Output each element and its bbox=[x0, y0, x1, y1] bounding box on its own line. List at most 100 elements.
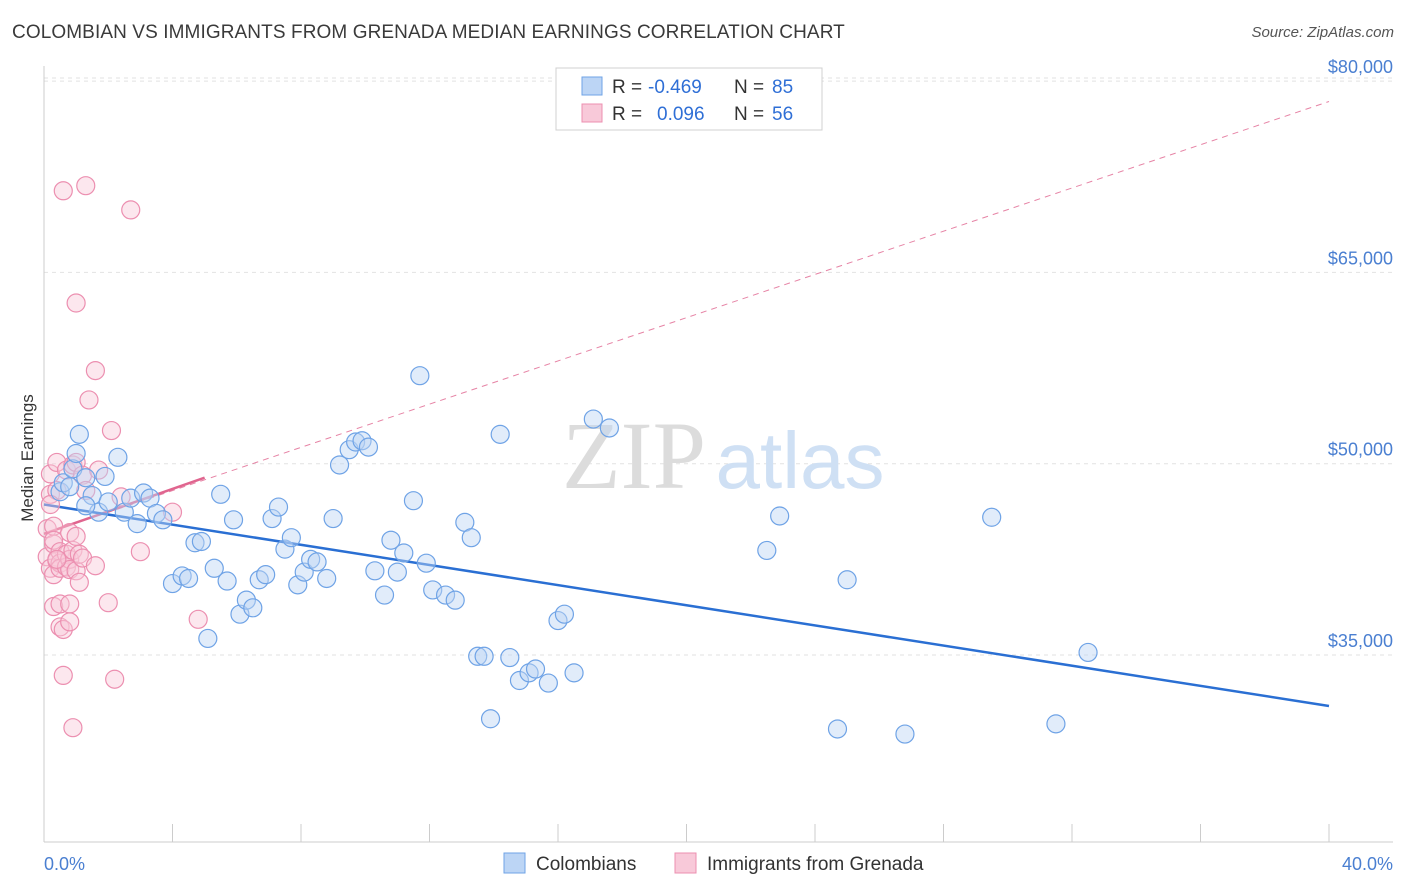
legend-r-label-2: R = bbox=[612, 104, 642, 125]
grenada-point bbox=[53, 619, 73, 640]
tick-labels: $35,000 $50,000 $65,000 $80,000 0.0% 40.0% bbox=[44, 57, 1393, 874]
colombian-point bbox=[387, 562, 407, 582]
grenada-point bbox=[47, 549, 67, 569]
colombian-point bbox=[895, 724, 915, 744]
legend-n-label-2: N = bbox=[734, 104, 764, 125]
watermark-atlas: atlas bbox=[716, 416, 885, 505]
colombian-point bbox=[365, 561, 385, 581]
colombian-point bbox=[76, 468, 96, 488]
colombian-point bbox=[127, 514, 147, 534]
colombian-point bbox=[223, 510, 244, 530]
grenada-point bbox=[47, 480, 67, 501]
colombian-point bbox=[358, 437, 379, 457]
colombian-point bbox=[509, 670, 530, 691]
colombian-point bbox=[416, 553, 436, 573]
colombian-point bbox=[76, 496, 96, 516]
y-axis-label: Median Earnings bbox=[18, 394, 37, 522]
legend-n-label-1: N = bbox=[734, 77, 764, 98]
colombian-point bbox=[381, 530, 401, 550]
colombian-point bbox=[108, 447, 128, 467]
bottom-legend-colombians: Colombians bbox=[536, 854, 636, 875]
colombian-point bbox=[114, 502, 134, 522]
legend-n-value-2: 56 bbox=[772, 104, 793, 125]
colombian-point bbox=[525, 659, 546, 679]
grenada-point bbox=[111, 487, 131, 507]
grenada-point bbox=[121, 200, 141, 220]
colombian-point bbox=[827, 719, 848, 739]
colombian-point bbox=[423, 580, 443, 600]
colombian-trend-line bbox=[43, 503, 1330, 708]
colombian-point bbox=[153, 510, 173, 530]
grenada-point bbox=[60, 612, 80, 632]
grenada-point bbox=[130, 542, 150, 562]
watermark-zip: ZIP bbox=[562, 402, 706, 509]
colombian-point bbox=[445, 590, 465, 610]
colombian-point bbox=[236, 590, 256, 610]
series-legend: Colombians Immigrants from Grenada bbox=[503, 852, 924, 875]
x-tick-label-start: 0.0% bbox=[44, 854, 85, 874]
correlation-legend: R = -0.469 N = 85 R = 0.096 N = 56 bbox=[555, 67, 823, 131]
legend-r-label-1: R = bbox=[612, 77, 642, 98]
legend-r-value-1: -0.469 bbox=[648, 77, 702, 98]
grenada-point bbox=[79, 390, 99, 410]
colombian-point bbox=[490, 424, 510, 444]
chart-source: Source: ZipAtlas.com bbox=[1251, 24, 1394, 41]
grenada-point bbox=[85, 361, 106, 381]
colombian-point bbox=[191, 531, 212, 552]
grenada-point bbox=[69, 572, 89, 592]
colombian-point bbox=[329, 455, 350, 475]
watermark: ZIP atlas bbox=[562, 402, 884, 509]
colombian-point bbox=[374, 585, 395, 605]
grenada-point bbox=[50, 594, 70, 614]
colombian-point bbox=[275, 539, 295, 559]
colombian-point bbox=[538, 673, 558, 693]
colombian-point bbox=[435, 585, 456, 605]
colombian-point bbox=[243, 598, 263, 618]
colombian-point bbox=[461, 528, 481, 548]
colombian-point bbox=[198, 628, 218, 649]
colombian-point bbox=[1046, 714, 1066, 734]
colombian-point bbox=[256, 565, 276, 585]
colombian-point bbox=[178, 568, 199, 589]
colombian-point bbox=[317, 568, 337, 589]
colombian-point bbox=[249, 570, 269, 590]
colombian-point bbox=[60, 477, 80, 497]
grenada-point bbox=[60, 559, 80, 580]
colombian-point bbox=[468, 646, 488, 666]
colombian-point bbox=[346, 432, 366, 452]
colombian-point bbox=[1078, 642, 1098, 663]
colombian-point bbox=[757, 540, 777, 561]
y-tick-label: $65,000 bbox=[1328, 248, 1393, 268]
colombian-point bbox=[211, 484, 231, 504]
colombian-point bbox=[554, 604, 575, 624]
grenada-point bbox=[66, 293, 86, 313]
colombian-point bbox=[410, 366, 430, 386]
colombian-point bbox=[394, 543, 414, 563]
grid-lines bbox=[44, 77, 1393, 656]
colombian-point bbox=[121, 488, 141, 508]
colombian-point bbox=[268, 497, 289, 517]
colombian-points bbox=[50, 366, 1098, 744]
colombian-point bbox=[564, 663, 584, 683]
colombian-point bbox=[770, 506, 790, 526]
colombian-point bbox=[403, 491, 424, 511]
grenada-point bbox=[53, 181, 73, 201]
colombian-point bbox=[262, 508, 282, 529]
grenada-trend-dashed bbox=[43, 101, 1330, 535]
grenada-point bbox=[66, 526, 86, 546]
grenada-point bbox=[98, 593, 118, 613]
x-tick-label-end: 40.0% bbox=[1342, 854, 1393, 874]
colombian-point bbox=[307, 552, 327, 572]
grenada-point bbox=[63, 718, 83, 738]
colombian-point bbox=[185, 533, 205, 553]
grenada-point bbox=[40, 494, 61, 515]
y-tick-label: $35,000 bbox=[1328, 631, 1393, 651]
colombian-point bbox=[500, 647, 520, 668]
colombian-point bbox=[217, 571, 237, 591]
grenada-point bbox=[76, 176, 96, 196]
colombian-point bbox=[98, 492, 118, 512]
legend-r-value-2: 0.096 bbox=[657, 104, 705, 125]
colombian-point bbox=[982, 507, 1002, 527]
grenada-point bbox=[50, 617, 70, 637]
grenada-point bbox=[85, 556, 106, 576]
